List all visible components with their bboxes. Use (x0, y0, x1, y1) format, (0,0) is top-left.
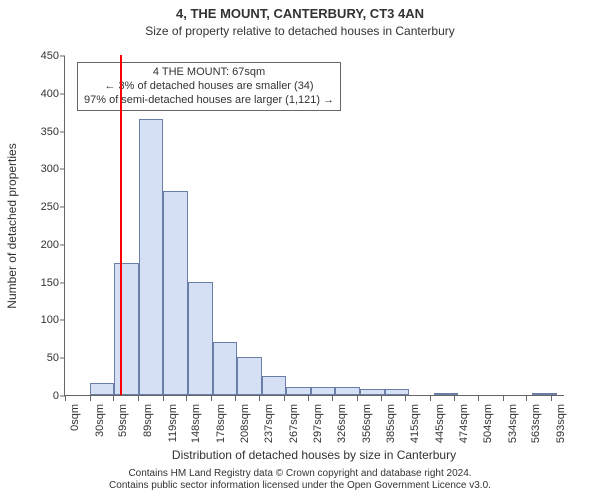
y-tick-mark (60, 169, 65, 170)
histogram-bar (163, 191, 188, 395)
histogram-bar (385, 389, 410, 395)
x-tick-mark (259, 396, 260, 401)
y-tick-mark (60, 56, 65, 57)
y-tick-label: 250 (23, 201, 59, 213)
x-tick-label: 445sqm (434, 404, 446, 443)
y-tick-mark (60, 207, 65, 208)
info-box: 4 THE MOUNT: 67sqm← 3% of detached house… (77, 62, 341, 111)
histogram-bar (360, 389, 385, 395)
footer-attribution: Contains HM Land Registry data © Crown c… (0, 468, 600, 492)
histogram-bar (532, 393, 557, 395)
footer-line-2: Contains public sector information licen… (0, 480, 600, 492)
y-tick-label: 400 (23, 88, 59, 100)
histogram-bar (114, 263, 139, 395)
y-tick-mark (60, 358, 65, 359)
x-tick-mark (405, 396, 406, 401)
x-tick-mark (90, 396, 91, 401)
x-tick-mark (138, 396, 139, 401)
x-tick-mark (526, 396, 527, 401)
x-axis-label: Distribution of detached houses by size … (64, 448, 564, 462)
x-tick-label: 534sqm (507, 404, 519, 443)
x-tick-label: 89sqm (142, 404, 154, 437)
histogram-bar (139, 119, 164, 395)
x-tick-label: 504sqm (482, 404, 494, 443)
x-tick-label: 30sqm (94, 404, 106, 437)
y-tick-label: 300 (23, 163, 59, 175)
x-tick-mark (211, 396, 212, 401)
y-tick-label: 450 (23, 50, 59, 62)
histogram-bar (188, 282, 213, 395)
x-tick-label: 148sqm (190, 404, 202, 443)
x-tick-mark (186, 396, 187, 401)
y-tick-label: 350 (23, 126, 59, 138)
y-tick-label: 100 (23, 314, 59, 326)
y-tick-label: 0 (23, 390, 59, 402)
y-axis-label: Number of detached properties (5, 56, 19, 396)
chart-title: 4, THE MOUNT, CANTERBURY, CT3 4AN (0, 6, 600, 21)
histogram-bar (311, 387, 336, 395)
x-tick-label: 563sqm (530, 404, 542, 443)
x-tick-mark (65, 396, 66, 401)
x-tick-label: 356sqm (361, 404, 373, 443)
x-tick-label: 119sqm (167, 404, 179, 442)
x-tick-label: 178sqm (215, 404, 227, 443)
histogram-bar (90, 383, 115, 395)
y-tick-label: 50 (23, 352, 59, 364)
x-tick-label: 208sqm (239, 404, 251, 443)
x-tick-label: 415sqm (409, 404, 421, 443)
x-tick-label: 297sqm (312, 404, 324, 443)
y-tick-label: 150 (23, 277, 59, 289)
x-tick-mark (163, 396, 164, 401)
x-tick-mark (430, 396, 431, 401)
x-tick-label: 237sqm (263, 404, 275, 443)
chart-subtitle: Size of property relative to detached ho… (0, 24, 600, 38)
plot-area: 4 THE MOUNT: 67sqm← 3% of detached house… (64, 56, 564, 396)
x-tick-mark (332, 396, 333, 401)
x-tick-mark (235, 396, 236, 401)
x-tick-mark (381, 396, 382, 401)
histogram-bar (434, 393, 459, 395)
x-tick-label: 59sqm (117, 404, 129, 437)
footer-line-1: Contains HM Land Registry data © Crown c… (0, 468, 600, 480)
y-tick-mark (60, 282, 65, 283)
x-tick-mark (478, 396, 479, 401)
x-tick-mark (308, 396, 309, 401)
property-marker-line (120, 55, 122, 395)
x-tick-label: 385sqm (385, 404, 397, 443)
y-tick-mark (60, 244, 65, 245)
histogram-bar (213, 342, 238, 395)
histogram-bar (286, 387, 311, 395)
x-tick-label: 474sqm (458, 404, 470, 443)
x-tick-mark (454, 396, 455, 401)
x-tick-label: 0sqm (69, 404, 81, 431)
x-tick-label: 326sqm (336, 404, 348, 443)
histogram-bar (237, 357, 262, 395)
x-tick-label: 593sqm (555, 404, 567, 443)
x-tick-mark (113, 396, 114, 401)
chart-root: 4, THE MOUNT, CANTERBURY, CT3 4AN Size o… (0, 0, 600, 500)
y-tick-mark (60, 93, 65, 94)
x-tick-mark (284, 396, 285, 401)
x-tick-label: 267sqm (288, 404, 300, 443)
y-tick-mark (60, 320, 65, 321)
x-tick-mark (357, 396, 358, 401)
x-tick-mark (551, 396, 552, 401)
y-tick-label: 200 (23, 239, 59, 251)
x-tick-mark (503, 396, 504, 401)
y-tick-mark (60, 131, 65, 132)
histogram-bar (262, 376, 287, 395)
histogram-bar (335, 387, 360, 395)
